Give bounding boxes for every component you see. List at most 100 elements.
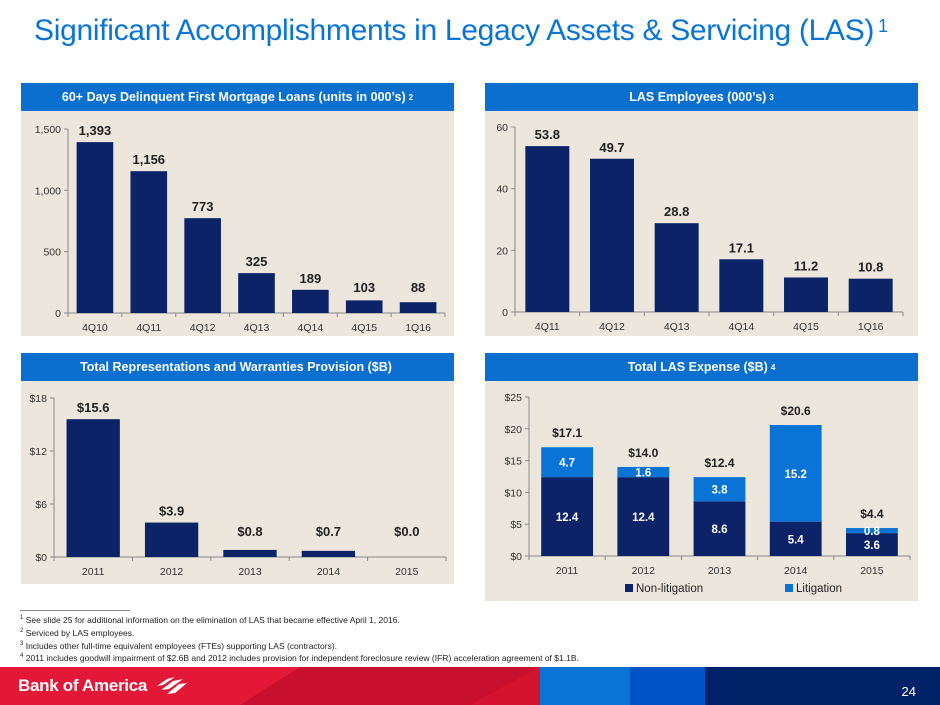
y-tick-label: $5 [510, 519, 522, 531]
data-label: 11.2 [794, 258, 819, 273]
panel-title: Total LAS Expense ($B) [627, 360, 768, 374]
data-label: 28.8 [664, 204, 689, 219]
y-tick-label: 40 [496, 184, 508, 196]
footer-graphic [0, 667, 940, 705]
panel-las-employees: LAS Employees (000’s) 3 0 20 40 60 4Q11 53.8 4Q… [485, 83, 918, 336]
y-tick-label: 0 [55, 308, 61, 320]
footnote-text: Serviced by LAS employees. [25, 627, 135, 638]
bar [301, 550, 356, 557]
bar [848, 278, 893, 312]
data-label: $0.7 [316, 524, 341, 539]
y-tick-label: 20 [496, 245, 508, 257]
segment-label: 8.6 [712, 524, 728, 536]
data-label: 17.1 [729, 240, 754, 255]
x-tick-label: 4Q13 [244, 322, 270, 334]
y-tick-label: 500 [43, 247, 61, 259]
bar [784, 277, 828, 312]
footnote-number: 3 [20, 640, 24, 647]
bar [590, 158, 634, 312]
y-tick-label: $12 [29, 446, 47, 458]
footnote: 1 See slide 25 for additional informatio… [20, 613, 579, 626]
bar [223, 549, 277, 557]
x-tick-label: 1Q16 [858, 321, 884, 333]
total-label: $20.6 [781, 404, 811, 418]
bar [719, 259, 764, 312]
footnote: 2 Serviced by LAS employees. [20, 626, 579, 639]
segment-label: 3.6 [864, 540, 880, 552]
slide-title: Significant Accomplishments in Legacy As… [34, 14, 888, 48]
bar-non-litigation [769, 521, 822, 556]
data-label: 189 [300, 271, 322, 286]
x-tick-label: 2013 [238, 566, 262, 578]
y-tick-label: $20 [504, 424, 522, 436]
x-tick-label: 4Q14 [298, 322, 324, 334]
data-label: $0.0 [394, 524, 419, 539]
panel-header: Total Representations and Warranties Pro… [21, 353, 454, 381]
panel-title: 60+ Days Delinquent First Mortgage Loans… [61, 90, 406, 104]
footnote: 4 2011 includes goodwill impairment of $… [20, 651, 579, 664]
x-tick-label: 2014 [784, 565, 808, 577]
footnote-number: 4 [20, 653, 24, 660]
x-tick-label: 4Q13 [664, 321, 690, 333]
bar [525, 146, 570, 312]
y-tick-label: $18 [29, 393, 47, 405]
bar [654, 223, 699, 312]
panel-las-expense: Total LAS Expense ($B) 4 $0 $5 $10 $15 $20 $25… [485, 353, 918, 601]
data-label: 88 [411, 280, 425, 295]
x-tick-label: 2011 [556, 565, 579, 577]
x-tick-label: 4Q14 [728, 321, 754, 333]
footnote-divider [20, 610, 130, 611]
x-tick-label: 2011 [82, 566, 105, 578]
data-label: 1,393 [79, 123, 112, 138]
page-number: 24 [901, 684, 916, 699]
total-label: $4.4 [860, 507, 884, 521]
panel-reps-warranties: Total Representations and Warranties Pro… [21, 353, 454, 584]
legend-label: Non-litigation [636, 583, 703, 595]
x-tick-label: 4Q10 [82, 322, 108, 334]
panel-header: LAS Employees (000’s) 3 [485, 83, 918, 111]
footnote: 3 Includes other full-time equivalent em… [20, 639, 579, 652]
y-tick-label: 1,000 [35, 185, 61, 197]
segment-label: 4.7 [559, 458, 575, 470]
panel-title: LAS Employees (000’s) [629, 90, 767, 104]
panel-title: Total Representations and Warranties Pro… [80, 360, 392, 374]
legend-swatch [625, 584, 633, 592]
x-tick-label: 1Q16 [405, 322, 431, 334]
x-tick-label: 2014 [317, 566, 341, 578]
data-label: 773 [192, 199, 214, 214]
segment-label: 0.8 [864, 526, 881, 538]
data-label: $3.9 [159, 504, 184, 519]
flag-icon [157, 677, 188, 694]
footnote-text: 2011 includes goodwill impairment of $2.… [25, 653, 579, 664]
x-tick-label: 2013 [708, 565, 732, 577]
footnote-text: See slide 25 for additional information … [25, 614, 400, 625]
x-tick-label: 4Q15 [351, 322, 377, 334]
y-tick-label: $15 [504, 456, 522, 468]
slide-title-text: Significant Accomplishments in Legacy As… [34, 14, 875, 47]
data-label: 1,156 [133, 152, 166, 167]
chart-las-employees: 0 20 40 60 4Q11 53.8 4Q12 49.7 4Q13 28.8 4Q14 17.1 4… [496, 122, 904, 333]
y-tick-label: 0 [502, 307, 508, 319]
total-label: $17.1 [552, 426, 582, 440]
x-tick-label: 4Q12 [599, 321, 625, 333]
footnote-number: 2 [20, 627, 24, 634]
chart-delinquent-loans: 0 500 1,000 1,500 4Q10 1,393 4Q11 1,156 4Q12 773 4… [35, 123, 446, 334]
footnote-ref: 4 [770, 362, 776, 372]
title-footnote-ref: 1 [878, 16, 888, 36]
bar [399, 302, 437, 313]
panel-header: Total LAS Expense ($B) 4 [485, 353, 918, 381]
footnote-ref: 2 [408, 92, 414, 102]
data-label: 103 [353, 280, 375, 295]
bar-non-litigation [845, 533, 898, 556]
segment-label: 15.2 [785, 469, 807, 481]
bar-non-litigation [617, 477, 670, 556]
segment-label: 1.6 [635, 468, 651, 480]
footnote-ref: 3 [769, 92, 774, 102]
segment-label: 12.4 [556, 512, 579, 524]
x-tick-label: 2012 [160, 566, 184, 578]
data-label: $0.8 [237, 524, 262, 539]
bar-non-litigation [693, 501, 746, 556]
legend-swatch [785, 584, 793, 592]
x-tick-label: 4Q12 [190, 322, 216, 334]
data-label: 10.8 [858, 260, 883, 275]
